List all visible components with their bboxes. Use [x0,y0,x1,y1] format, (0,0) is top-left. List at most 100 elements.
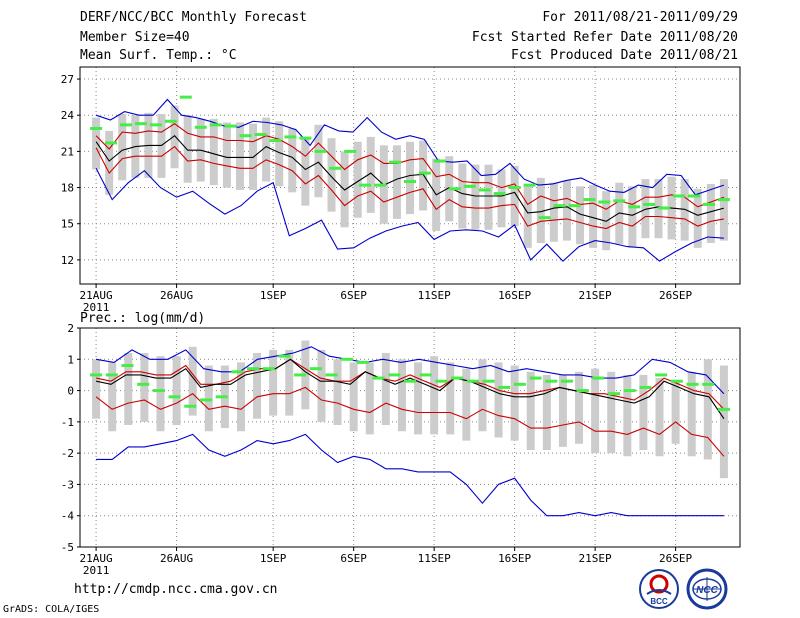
prec-green-marker [419,373,432,377]
prec-green-marker [278,354,291,358]
prec-x-tick-label: 21AUG [80,552,113,565]
prec-max-line [96,346,725,395]
temp-spread-box [105,130,114,195]
temp-green-marker [105,141,118,145]
prec-green-marker [121,364,134,368]
bcc-logo-text: BCC [650,597,668,606]
prec-spread-box [542,374,551,451]
prec-green-marker [545,379,558,383]
prec-green-marker [451,376,464,380]
temp-green-marker [344,149,357,153]
temp-green-marker [493,192,506,196]
prec-green-marker [717,407,730,411]
prec-x-tick-label: 26AUG [160,552,193,565]
prec-spread-box [188,346,197,416]
prec-green-marker [529,376,542,380]
temp-green-marker [702,202,715,206]
prec-spread-box [719,365,728,479]
prec-green-marker [670,379,683,383]
prec-plot-frame [79,327,741,548]
temp-green-marker [179,95,192,99]
prec-green-marker [372,376,385,380]
prec-green-marker [341,357,354,361]
temp-spread-box [392,145,401,219]
prec-spread-box [381,353,390,425]
prec-green-marker [404,379,416,383]
prec-spread-box [317,349,326,422]
temp-green-marker [643,202,656,206]
temp-green-marker [119,123,132,127]
temp-green-marker [164,119,177,123]
temp-green-marker [568,204,581,208]
prec-spread-box [92,359,101,419]
website-link[interactable]: http://cmdp.ncc.cma.gov.cn [74,582,278,597]
prec-green-marker [309,367,322,371]
prec-green-marker [262,367,275,371]
temp-green-marker [314,149,327,153]
temp-spread-box [314,124,323,198]
temp-green-marker [613,199,626,203]
prec-green-marker [513,382,526,386]
prec-green-marker [655,373,668,377]
prec-green-marker [435,379,448,383]
temp-y-tick-label: 27 [61,73,74,86]
member-size-label: Member Size=40 [80,30,190,45]
temp-green-marker [688,194,701,198]
temp-green-marker [329,166,342,170]
prec-spread-box [172,356,181,425]
prec-green-marker [482,379,495,383]
prec-spread-box [478,359,487,432]
temp-spread-box [562,180,571,241]
prec-green-marker [702,382,715,386]
prec-green-marker [560,379,573,383]
prec-x-tick-label: 11SEP [418,552,451,565]
prec-x-year-label: 2011 [83,564,110,577]
prec-spread-box [494,362,503,438]
prec-spread-box [285,349,294,416]
ncc-logo-text: NCC [696,585,718,596]
chart-title: DERF/NCC/BCC Monthly Forecast [80,10,307,25]
temp-x-tick-label: 6SEP [340,289,367,302]
prec-spread-box [397,359,406,432]
prec-spread-box [510,365,519,441]
temp-spread-box [576,186,585,245]
temp-spread-box [523,186,532,248]
temp-green-marker [508,186,521,190]
prec-green-marker [137,382,150,386]
prec-spread-box [333,359,342,425]
prec-spread-box [108,362,117,432]
temp-green-marker [209,123,222,127]
temp-x-tick-label: 1SEP [260,289,287,302]
temp-green-marker [553,204,566,208]
prec-upper-spread-line [95,358,725,410]
prec-y-tick-label: -3 [61,478,74,491]
temp-spread-box [484,164,493,230]
temp-spread-box [549,182,558,242]
prec-x-tick-label: 21SEP [579,552,612,565]
temp-spread-box [628,186,637,248]
temp-y-tick-label: 18 [61,182,74,195]
prec-green-marker [592,376,605,380]
temp-spread-box [366,136,375,213]
temp-x-tick-label: 11SEP [418,289,451,302]
temp-green-marker [418,171,431,175]
temp-spread-box [497,169,506,228]
temp-spread-box [510,165,519,227]
prec-y-tick-label: 1 [67,353,74,366]
prec-spread-box [124,353,133,425]
temp-green-marker [239,134,252,138]
prec-green-marker [105,373,118,377]
prec-spread-box [575,371,584,444]
bcc-logo: BCC [639,569,679,609]
temp-spread-box [589,185,598,248]
temp-green-marker [284,135,297,139]
temp-green-marker [433,159,446,163]
prec-y-tick-label: 0 [67,385,74,398]
prec-green-marker [498,385,511,389]
prec-min-line [96,433,724,517]
temp-lower-spread-line [95,145,724,230]
temp-spread-box [183,115,192,183]
temp-spread-box [275,121,284,187]
temp-spread-box [706,183,715,244]
prec-spread-box [269,349,278,416]
